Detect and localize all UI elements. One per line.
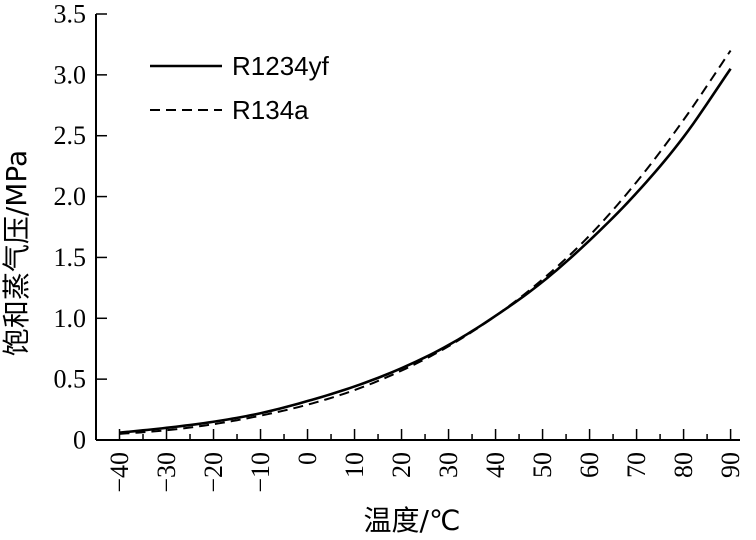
x-tick-label: 50 bbox=[528, 452, 557, 478]
x-tick-label: 70 bbox=[622, 452, 651, 478]
x-tick-label: −40 bbox=[105, 452, 134, 493]
y-tick-label: 3.5 bbox=[54, 0, 87, 29]
series-layer bbox=[119, 49, 732, 435]
x-tick-label: 80 bbox=[669, 452, 698, 478]
y-tick-label: 2.5 bbox=[54, 121, 87, 150]
x-tick-label: −20 bbox=[199, 452, 228, 493]
x-axis-title: 温度/℃ bbox=[364, 504, 461, 537]
x-tick-label: −30 bbox=[152, 452, 181, 493]
y-tick-label: 2.0 bbox=[54, 182, 87, 211]
x-ticks: −40 −30 −20 −10 0 10 20 30 40 50 60 70 80 90 bbox=[95, 429, 745, 493]
y-tick-label: 0.5 bbox=[54, 365, 87, 394]
series-line-r1234yf bbox=[119, 68, 732, 434]
x-tick-label: −10 bbox=[246, 452, 275, 493]
y-axis-title: 饱和蒸气压/MPa bbox=[0, 150, 33, 356]
legend-label-r134a: R134a bbox=[232, 95, 309, 125]
legend-label-r1234yf: R1234yf bbox=[232, 51, 330, 81]
x-tick-label: 10 bbox=[340, 452, 369, 478]
x-tick-label: 20 bbox=[387, 452, 416, 478]
x-tick-label: 60 bbox=[575, 452, 604, 478]
y-tick-label: 1.5 bbox=[54, 243, 87, 272]
x-tick-label: 40 bbox=[481, 452, 510, 478]
x-tick-label: 90 bbox=[716, 452, 745, 478]
x-tick-label: 0 bbox=[293, 452, 322, 465]
legend: R1234yf R134a bbox=[150, 51, 330, 125]
y-tick-label: 0 bbox=[73, 426, 86, 455]
y-tick-label: 3.0 bbox=[54, 60, 87, 89]
y-tick-label: 1.0 bbox=[54, 304, 87, 333]
x-tick-label: 30 bbox=[434, 452, 463, 478]
series-line-r134a bbox=[119, 49, 732, 435]
y-ticks: 0 0.5 1.0 1.5 2.0 2.5 3.0 3.5 bbox=[54, 0, 107, 455]
